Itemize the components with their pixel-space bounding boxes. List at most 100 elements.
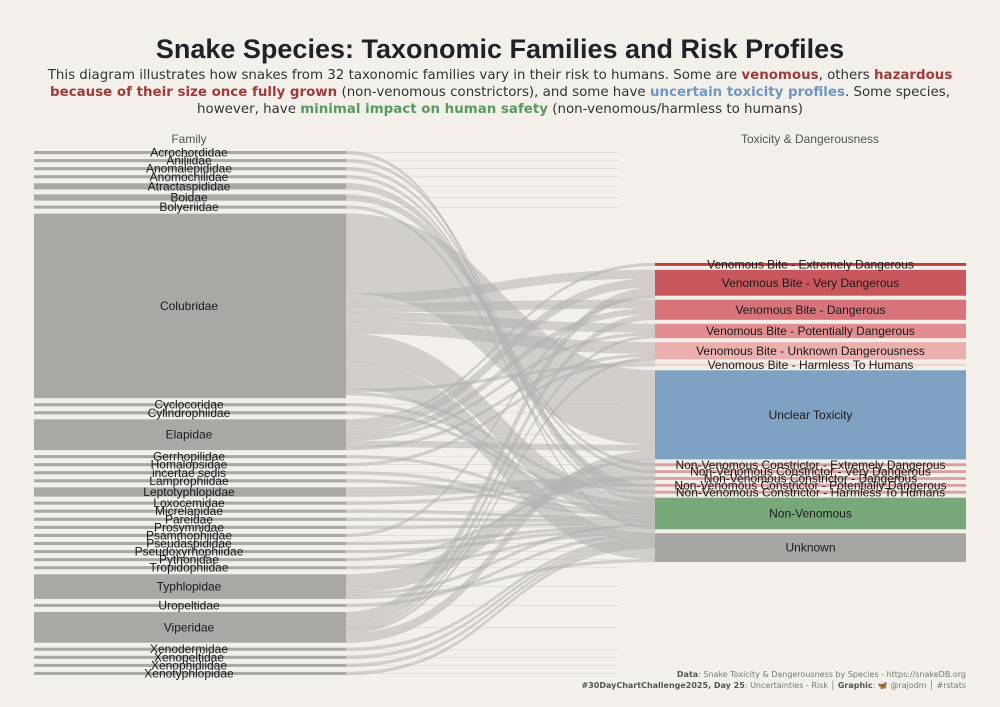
family-label-lamprophiidae: Lamprophiidae [149,474,229,488]
family-node-loxocemidae [34,501,346,505]
family-node-bolyeriidae [34,205,346,209]
category-node-non-venomous-constrictor-extremely-dangerous [655,463,966,467]
category-label-venomous-bite-harmless-to-humans: Venomous Bite - Harmless To Humans [708,358,914,372]
subtitle-text: . Some species, however, have [197,85,950,117]
family-label-elapidae: Elapidae [166,428,213,442]
category-label-non-venomous-constrictor-very-dangerous: Non-Venomous Constrictor - Very Dangerou… [690,465,931,479]
family-label-gerrhopilidae: Gerrhopilidae [153,450,225,464]
category-node-venomous-bite-dangerous [655,299,966,320]
family-label-atractaspididae: Atractaspididae [148,179,231,193]
family-label-anomalepididae: Anomalepididae [146,162,232,176]
family-label-xenodermidae: Xenodermidae [150,642,228,656]
caption-credits: #30DayChartChallenge2025, Day 25: Uncert… [581,681,967,690]
category-node-venomous-bite-harmless-to-humans [655,363,966,367]
family-node-pseudaspididae [34,541,346,546]
family-node-tropidophiidae [34,566,346,570]
family-node-boidae [34,194,346,201]
category-label-venomous-bite-extremely-dangerous: Venomous Bite - Extremely Dangerous [707,257,914,271]
category-node-non-venomous-constrictor-harmless-to-humans [655,490,966,494]
subtitle-text: This diagram illustrates how snakes from… [47,68,742,83]
link-boidae-to-non-venomous-constrictor-extremely-dangerous [345,194,656,467]
family-label-loxocemidae: Loxocemidae [153,496,225,510]
family-node-xenotyphlopidae [34,671,346,675]
family-node-elapidae [34,419,346,451]
family-label-xenophidiidae: Xenophidiidae [151,658,227,672]
family-label-acrochordidae: Acrochordidae [150,146,228,160]
subtitle-highlight-hazardous: hazardous because of their size once ful… [50,68,953,100]
family-node-acrochordidae [34,151,346,155]
family-node-micrelapidae [34,509,346,513]
family-node-typhlopidae [34,574,346,599]
category-label-non-venomous-constrictor-extremely-dangerous: Non-Venomous Constrictor - Extremely Dan… [675,458,945,472]
category-node-non-venomous-constrictor-potentially-dangerous [655,483,966,487]
subtitle-text: , others [818,68,875,83]
family-label-homalopsidae: Homalopsidae [151,458,228,472]
family-node-xenodermidae [34,647,346,651]
family-label-xenotyphlopidae: Xenotyphlopidae [144,666,234,680]
link-boidae-to-non-venomous-constrictor-very-dangerous [345,197,656,474]
category-node-non-venomous [655,497,966,530]
chart-title: Snake Species: Taxonomic Families and Ri… [155,34,845,64]
family-label-uropeltidae: Uropeltidae [158,598,220,612]
subtitle-text: (non-venomous constrictors), and some ha… [337,85,650,100]
family-label-typhlopidae: Typhlopidae [157,580,222,594]
family-node-viperidae [34,611,346,643]
subtitle-highlight-harmless: minimal impact on human safety [300,102,548,117]
family-node-anomalepididae [34,167,346,171]
family-node-prosymnidae [34,525,346,529]
family-node-uropeltidae [34,603,346,607]
link-loxocemidae-to-non-venomous-constrictor-potentially-dangerous [345,483,656,505]
link-homalopsidae-to-venomous-bite-unknown-dangerousness [345,359,656,467]
family-label-incertae-sedis: incertae sedis [152,466,226,480]
category-node-unclear-toxicity [655,370,966,460]
family-node-xenophidiidae [34,663,346,667]
family-label-viperidae: Viperidae [164,620,215,634]
link-psammophiidae-to-venomous-bite-very-dangerous [345,295,656,538]
family-label-pythonidae: Pythonidae [159,553,219,567]
family-label-cyclocoridae: Cyclocoridae [154,398,224,412]
family-node-homalopsidae [34,463,346,467]
family-node-pareidae [34,517,346,521]
family-node-colubridae [34,213,346,399]
category-label-venomous-bite-potentially-dangerous: Venomous Bite - Potentially Dangerous [706,324,915,338]
family-node-pythonidae [34,558,346,562]
family-node-leptotyphlopidae [34,487,346,497]
family-label-prosymnidae: Prosymnidae [154,520,224,534]
family-node-anomochilidae [34,175,346,179]
family-label-tropidophiidae: Tropidophiidae [150,561,229,575]
category-label-non-venomous: Non-Venomous [769,506,852,520]
family-label-psammophiidae: Psammophiidae [146,528,232,542]
left-axis-label: Family [171,132,206,146]
category-label-non-venomous-constrictor-harmless-to-humans: Non-Venomous Constrictor - Harmless To H… [676,485,945,499]
subtitle-text: (non-venomous/harmless to humans) [547,102,803,117]
category-label-venomous-bite-unknown-dangerousness: Venomous Bite - Unknown Dangerousness [696,344,925,358]
family-label-boidae: Boidae [170,191,208,205]
family-label-xenopeltidae: Xenopeltidae [154,650,224,664]
category-node-non-venomous-constrictor-very-dangerous [655,470,966,474]
node-labels: AcrochordidaeAniliidaeAnomalepididaeAnom… [135,146,947,681]
category-label-unknown: Unknown [785,541,835,555]
chart-subtitle: This diagram illustrates how snakes from… [30,67,970,118]
category-node-venomous-bite-very-dangerous [655,269,966,296]
category-node-unknown [655,533,966,562]
family-node-gerrhopilidae [34,455,346,459]
category-label-unclear-toxicity: Unclear Toxicity [769,408,853,422]
category-label-venomous-bite-dangerous: Venomous Bite - Dangerous [735,303,885,317]
category-node-non-venomous-constrictor-dangerous [655,477,966,480]
family-node-cyclocoridae [34,403,346,407]
right-axis-label: Toxicity & Dangerousness [741,132,879,146]
family-node-incertae-sedis [34,471,346,475]
family-label-anomochilidae: Anomochilidae [150,170,229,184]
category-label-venomous-bite-very-dangerous: Venomous Bite - Very Dangerous [722,276,899,290]
family-label-colubridae: Colubridae [160,299,218,313]
category-label-non-venomous-constrictor-potentially-dangerous: Non-Venomous Constrictor - Potentially D… [674,478,946,492]
link-colubridae-to-venomous-bite-harmless-to-humans [345,363,656,393]
category-node-venomous-bite-extremely-dangerous [655,263,966,266]
family-label-pareidae: Pareidae [165,512,213,526]
subtitle-highlight-uncertain: uncertain toxicity profiles [649,85,845,100]
category-node-venomous-bite-potentially-dangerous [655,323,966,339]
family-label-pseudoxyrhophiidae: Pseudoxyrhophiidae [135,545,244,559]
caption-source: Data: Snake Toxicity & Dangerousness by … [676,670,966,679]
category-label-non-venomous-constrictor-dangerous: Non-Venomous Constrictor - Dangerous [704,472,917,486]
